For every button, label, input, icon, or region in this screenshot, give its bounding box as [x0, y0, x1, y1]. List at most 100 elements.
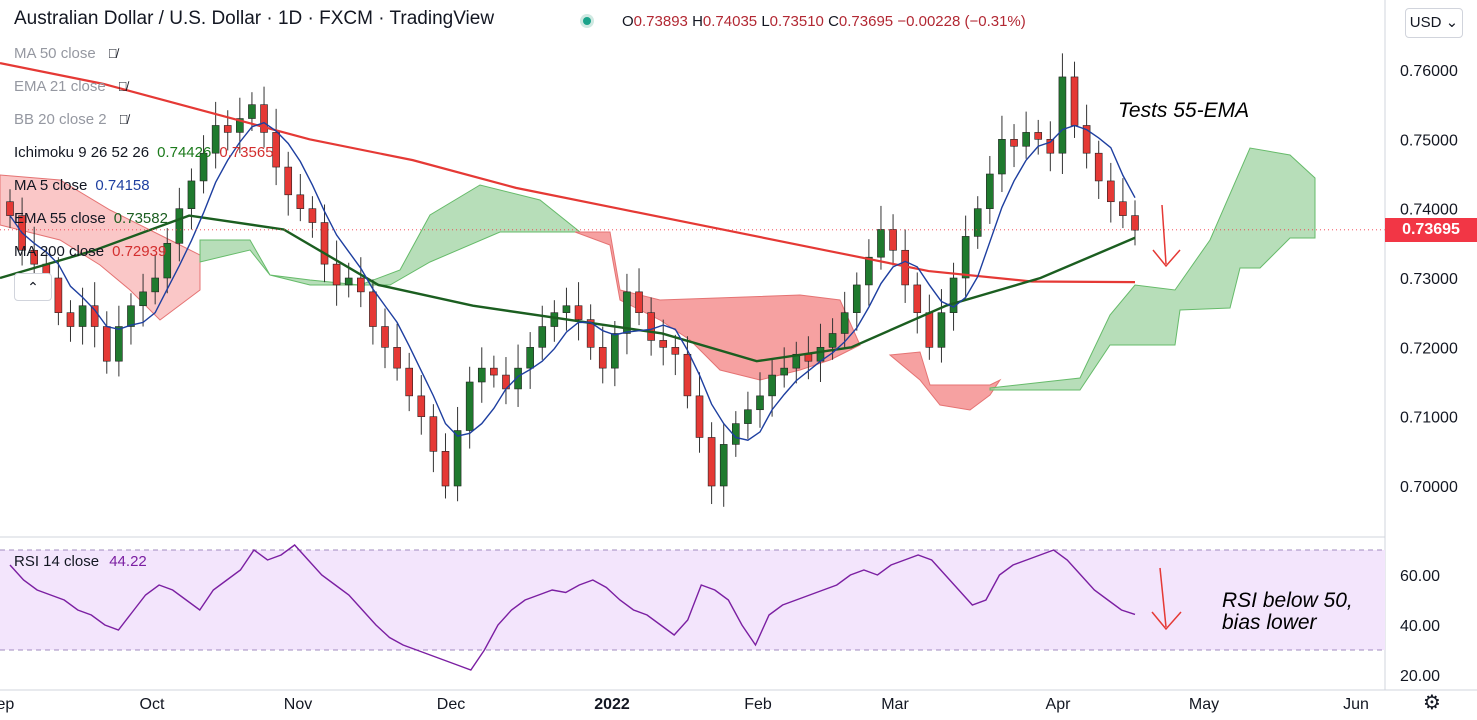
candle[interactable] [320, 204, 329, 283]
candle[interactable] [683, 336, 692, 409]
candle[interactable] [550, 300, 559, 342]
candle[interactable] [151, 254, 159, 305]
x-tick-label: Jun [1343, 696, 1369, 713]
candle[interactable] [780, 347, 788, 388]
candle[interactable] [429, 404, 438, 473]
candle[interactable] [647, 297, 655, 356]
candle[interactable] [30, 226, 38, 283]
candle[interactable] [393, 323, 401, 381]
candle[interactable] [562, 287, 571, 331]
candle[interactable] [357, 257, 365, 308]
candle[interactable] [417, 375, 426, 435]
eye-off-icon[interactable]: 👁̸ [107, 46, 118, 61]
low-value: 0.73510 [769, 13, 824, 30]
candle[interactable] [538, 305, 547, 360]
candle[interactable] [502, 357, 510, 405]
open-label: O [622, 13, 634, 30]
candle[interactable] [1058, 53, 1067, 174]
legend-ema21[interactable]: EMA 21 close 👁̸ [14, 78, 127, 95]
candle[interactable] [78, 287, 87, 345]
candle[interactable] [526, 332, 534, 389]
candle[interactable] [925, 294, 934, 360]
legend-bb20[interactable]: BB 20 close 2 👁̸ [14, 111, 128, 128]
candle[interactable] [719, 423, 728, 507]
candle[interactable] [115, 305, 123, 377]
candle[interactable] [671, 334, 680, 376]
candle[interactable] [453, 406, 462, 502]
candle[interactable] [913, 272, 922, 334]
legend-ma5[interactable]: MA 5 close 0.74158 [14, 177, 150, 194]
legend-ichimoku[interactable]: Ichimoku 9 26 52 26 0.74426 0.73565 [14, 144, 274, 161]
currency-button[interactable]: USD ⌄ [1405, 8, 1463, 38]
candle[interactable] [598, 326, 607, 384]
candle[interactable] [695, 372, 704, 453]
candle[interactable] [260, 86, 268, 148]
candle[interactable] [865, 239, 873, 306]
candle[interactable] [586, 304, 595, 360]
candle[interactable] [296, 174, 305, 222]
candle[interactable] [623, 273, 631, 355]
candle[interactable] [1046, 121, 1055, 172]
candle[interactable] [961, 215, 970, 299]
candle[interactable] [139, 273, 147, 327]
candle[interactable] [127, 293, 135, 345]
candle[interactable] [332, 240, 341, 306]
candle[interactable] [284, 151, 293, 216]
candle[interactable] [441, 433, 450, 499]
eye-off-icon[interactable]: 👁̸ [118, 112, 129, 127]
candle[interactable] [1107, 162, 1115, 223]
candle[interactable] [102, 311, 111, 374]
legend-value: 0.74426 [157, 144, 212, 161]
candle[interactable] [490, 355, 498, 388]
x-tick-label: May [1189, 696, 1219, 713]
candle[interactable] [707, 422, 716, 505]
candle[interactable] [66, 300, 75, 342]
annotation-rsi-line1: RSI below 50, [1222, 589, 1353, 612]
candle[interactable] [1119, 178, 1127, 229]
candle[interactable] [1034, 119, 1043, 155]
candle[interactable] [937, 289, 946, 363]
candle[interactable] [54, 257, 63, 326]
candle[interactable] [187, 168, 196, 230]
legend-ma50[interactable]: MA 50 close 👁̸ [14, 45, 117, 62]
candle[interactable] [90, 282, 99, 348]
candle[interactable] [889, 214, 897, 266]
legend-ema55[interactable]: EMA 55 close 0.73582 [14, 210, 168, 227]
candle[interactable] [756, 372, 764, 428]
candle[interactable] [1010, 124, 1018, 168]
candle[interactable] [973, 196, 982, 249]
candle[interactable] [1094, 140, 1103, 199]
gear-icon[interactable]: ⚙ [1423, 692, 1441, 714]
candle[interactable] [659, 319, 668, 366]
legend-label: MA 200 close [14, 243, 105, 260]
candle[interactable] [986, 155, 994, 224]
candle[interactable] [574, 282, 583, 341]
market-status-icon[interactable] [580, 14, 594, 28]
candle[interactable] [465, 366, 474, 449]
candle[interactable] [852, 272, 861, 331]
candle[interactable] [998, 115, 1006, 193]
candle[interactable] [840, 291, 849, 349]
candle[interactable] [308, 196, 317, 238]
candle[interactable] [635, 268, 643, 326]
ohlc-readout: O0.73893 H0.74035 L0.73510 C0.73695 −0.0… [622, 13, 1026, 30]
candle[interactable] [744, 391, 752, 439]
candle[interactable] [175, 187, 184, 262]
candle[interactable] [272, 108, 280, 186]
candle[interactable] [611, 320, 619, 387]
candle[interactable] [768, 359, 776, 417]
candle[interactable] [381, 308, 389, 369]
candle[interactable] [163, 228, 172, 294]
candle[interactable] [1082, 104, 1091, 169]
chevron-up-icon[interactable]: ⌃ [14, 273, 52, 301]
candle[interactable] [236, 97, 244, 154]
x-tick-label: Nov [284, 696, 312, 713]
candle[interactable] [477, 347, 486, 403]
legend-ma200[interactable]: MA 200 close 0.72939 [14, 243, 166, 260]
candle[interactable] [1022, 111, 1030, 159]
candle[interactable] [199, 135, 208, 194]
rsi-legend[interactable]: RSI 14 close 44.22 [14, 553, 147, 570]
eye-off-icon[interactable]: 👁̸ [117, 79, 128, 94]
candle[interactable] [405, 352, 413, 412]
